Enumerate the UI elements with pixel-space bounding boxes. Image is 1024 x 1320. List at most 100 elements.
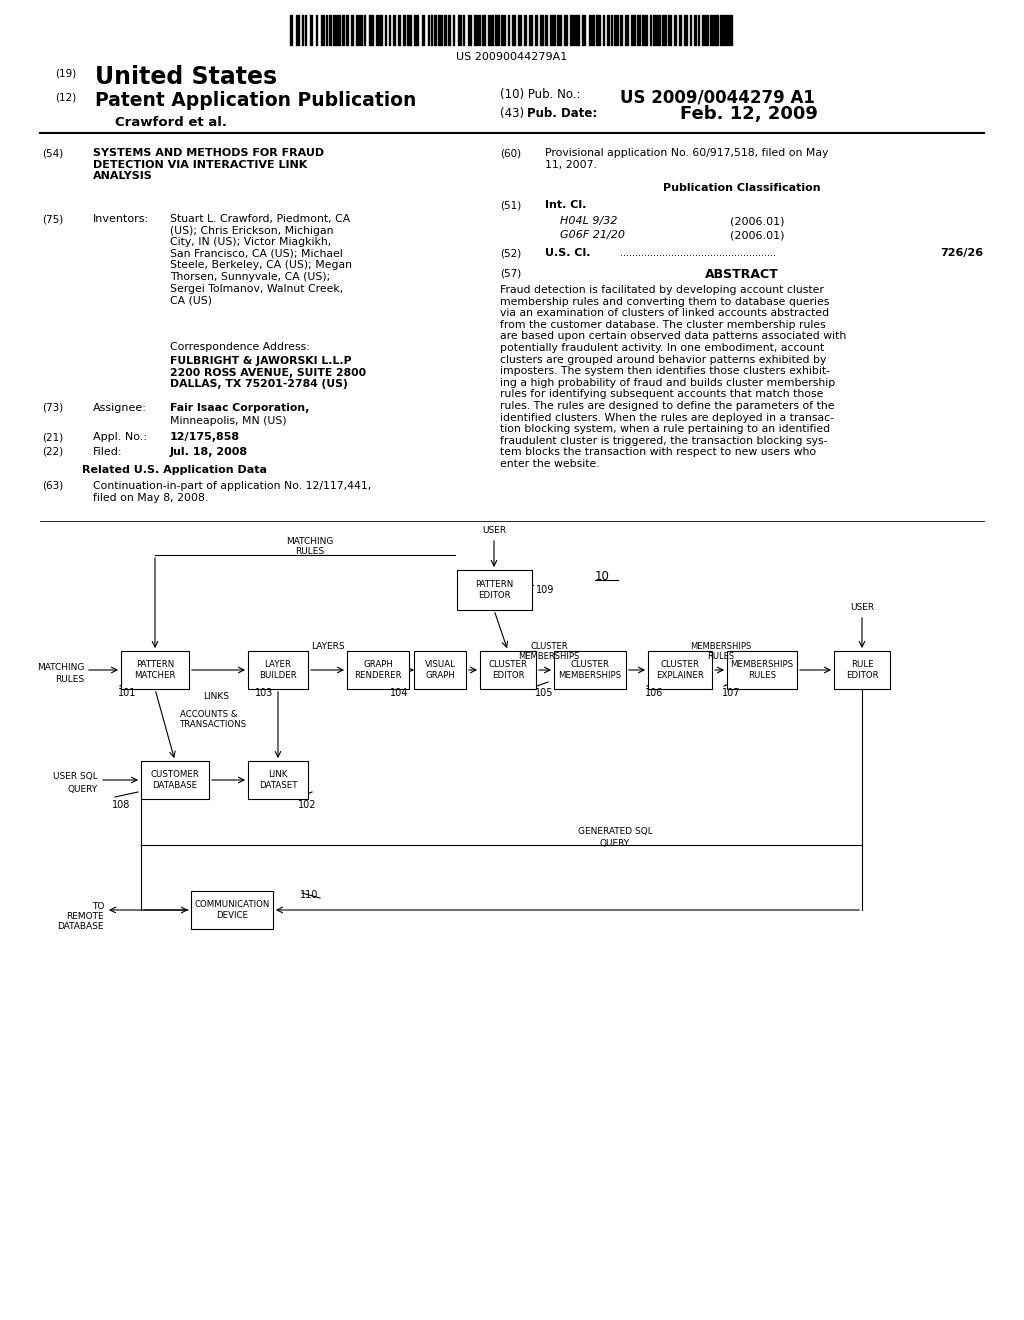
- Text: MEMBERSHIPS
RULES: MEMBERSHIPS RULES: [690, 642, 752, 661]
- Text: (57): (57): [500, 268, 521, 279]
- Text: 106: 106: [645, 688, 664, 698]
- Text: DATABASE: DATABASE: [57, 921, 104, 931]
- Text: CLUSTER
MEMBERSHIPS: CLUSTER MEMBERSHIPS: [558, 660, 622, 680]
- Text: TO: TO: [91, 902, 104, 911]
- Text: Filed:: Filed:: [93, 447, 123, 457]
- Text: MATCHING: MATCHING: [287, 537, 334, 546]
- Text: RULES: RULES: [296, 546, 325, 556]
- Text: REMOTE: REMOTE: [67, 912, 104, 921]
- Text: (51): (51): [500, 201, 521, 210]
- Text: ABSTRACT: ABSTRACT: [706, 268, 779, 281]
- Text: SYSTEMS AND METHODS FOR FRAUD
DETECTION VIA INTERACTIVE LINK
ANALYSIS: SYSTEMS AND METHODS FOR FRAUD DETECTION …: [93, 148, 325, 181]
- FancyBboxPatch shape: [554, 651, 626, 689]
- Text: RULE
EDITOR: RULE EDITOR: [846, 660, 879, 680]
- Text: MATCHING: MATCHING: [37, 663, 84, 672]
- Text: Int. Cl.: Int. Cl.: [545, 201, 587, 210]
- FancyBboxPatch shape: [727, 651, 797, 689]
- Text: Assignee:: Assignee:: [93, 403, 146, 413]
- Text: CLUSTER
EDITOR: CLUSTER EDITOR: [488, 660, 527, 680]
- Text: Related U.S. Application Data: Related U.S. Application Data: [83, 465, 267, 475]
- Text: 110: 110: [300, 890, 318, 900]
- FancyBboxPatch shape: [141, 762, 209, 799]
- Text: Jul. 18, 2008: Jul. 18, 2008: [170, 447, 248, 457]
- Text: (10) Pub. No.:: (10) Pub. No.:: [500, 88, 585, 102]
- Text: RULES: RULES: [55, 675, 84, 684]
- Text: 10: 10: [595, 570, 610, 583]
- Text: 101: 101: [118, 688, 136, 698]
- Text: (75): (75): [42, 214, 63, 224]
- Text: LINKS: LINKS: [203, 692, 229, 701]
- Text: (43): (43): [500, 107, 528, 120]
- Text: 102: 102: [298, 800, 316, 810]
- FancyBboxPatch shape: [121, 651, 189, 689]
- Text: GRAPH
RENDERER: GRAPH RENDERER: [354, 660, 401, 680]
- Text: (22): (22): [42, 447, 63, 457]
- Text: (2006.01): (2006.01): [730, 216, 784, 226]
- Text: Minneapolis, MN (US): Minneapolis, MN (US): [170, 416, 287, 426]
- FancyBboxPatch shape: [191, 891, 273, 929]
- Text: Fraud detection is facilitated by developing account cluster
membership rules an: Fraud detection is facilitated by develo…: [500, 285, 846, 469]
- Text: U.S. Cl.: U.S. Cl.: [545, 248, 591, 257]
- Text: Feb. 12, 2009: Feb. 12, 2009: [680, 106, 818, 123]
- Text: (73): (73): [42, 403, 63, 413]
- Text: 108: 108: [112, 800, 130, 810]
- FancyBboxPatch shape: [248, 651, 308, 689]
- Text: MEMBERSHIPS
RULES: MEMBERSHIPS RULES: [730, 660, 794, 680]
- Text: Provisional application No. 60/917,518, filed on May
11, 2007.: Provisional application No. 60/917,518, …: [545, 148, 828, 169]
- Text: CLUSTER
EXPLAINER: CLUSTER EXPLAINER: [656, 660, 703, 680]
- Text: Correspondence Address:: Correspondence Address:: [170, 342, 310, 352]
- Text: 109: 109: [536, 585, 554, 595]
- Text: H04L 9/32: H04L 9/32: [560, 216, 617, 226]
- Text: CUSTOMER
DATABASE: CUSTOMER DATABASE: [151, 771, 200, 789]
- FancyBboxPatch shape: [480, 651, 536, 689]
- Text: G06F 21/20: G06F 21/20: [560, 230, 625, 240]
- Text: GENERATED SQL: GENERATED SQL: [578, 828, 652, 836]
- Text: 726/26: 726/26: [940, 248, 983, 257]
- Text: (12): (12): [55, 92, 76, 103]
- Text: (63): (63): [42, 480, 63, 491]
- Text: 103: 103: [255, 688, 273, 698]
- Text: LAYERS: LAYERS: [311, 642, 345, 651]
- Text: Crawford et al.: Crawford et al.: [115, 116, 227, 129]
- Text: 107: 107: [722, 688, 740, 698]
- Text: PATTERN
MATCHER: PATTERN MATCHER: [134, 660, 176, 680]
- Text: United States: United States: [95, 65, 278, 88]
- Text: Patent Application Publication: Patent Application Publication: [95, 91, 417, 110]
- Text: FULBRIGHT & JAWORSKI L.L.P
2200 ROSS AVENUE, SUITE 2800
DALLAS, TX 75201-2784 (U: FULBRIGHT & JAWORSKI L.L.P 2200 ROSS AVE…: [170, 356, 367, 389]
- Text: 12/175,858: 12/175,858: [170, 432, 240, 442]
- Text: Appl. No.:: Appl. No.:: [93, 432, 147, 442]
- Text: ACCOUNTS &
TRANSACTIONS: ACCOUNTS & TRANSACTIONS: [180, 710, 247, 730]
- Text: LINK
DATASET: LINK DATASET: [259, 771, 297, 789]
- Text: (19): (19): [55, 69, 76, 78]
- Text: (54): (54): [42, 148, 63, 158]
- FancyBboxPatch shape: [347, 651, 409, 689]
- Text: US 20090044279A1: US 20090044279A1: [457, 51, 567, 62]
- Text: Pub. Date:: Pub. Date:: [527, 107, 597, 120]
- Text: (52): (52): [500, 248, 521, 257]
- Text: Stuart L. Crawford, Piedmont, CA
(US); Chris Erickson, Michigan
City, IN (US); V: Stuart L. Crawford, Piedmont, CA (US); C…: [170, 214, 352, 305]
- Text: USER SQL: USER SQL: [53, 772, 98, 781]
- Text: USER: USER: [482, 525, 506, 535]
- Text: Fair Isaac Corporation,: Fair Isaac Corporation,: [170, 403, 309, 413]
- Text: 105: 105: [535, 688, 554, 698]
- Text: Publication Classification: Publication Classification: [664, 183, 821, 193]
- Text: QUERY: QUERY: [600, 840, 630, 847]
- Text: QUERY: QUERY: [68, 785, 98, 795]
- Text: LAYER
BUILDER: LAYER BUILDER: [259, 660, 297, 680]
- Text: (60): (60): [500, 148, 521, 158]
- Text: PATTERN
EDITOR: PATTERN EDITOR: [475, 581, 513, 599]
- FancyBboxPatch shape: [457, 570, 531, 610]
- FancyBboxPatch shape: [414, 651, 466, 689]
- Text: 104: 104: [390, 688, 409, 698]
- FancyBboxPatch shape: [248, 762, 308, 799]
- FancyBboxPatch shape: [648, 651, 712, 689]
- Text: (2006.01): (2006.01): [730, 230, 784, 240]
- Text: VISUAL
GRAPH: VISUAL GRAPH: [425, 660, 456, 680]
- Text: Inventors:: Inventors:: [93, 214, 150, 224]
- Text: (21): (21): [42, 432, 63, 442]
- Text: USER: USER: [850, 603, 874, 612]
- Text: COMMUNICATION
DEVICE: COMMUNICATION DEVICE: [195, 900, 269, 920]
- Text: US 2009/0044279 A1: US 2009/0044279 A1: [620, 88, 815, 106]
- Text: Continuation-in-part of application No. 12/117,441,
filed on May 8, 2008.: Continuation-in-part of application No. …: [93, 480, 372, 503]
- FancyBboxPatch shape: [834, 651, 890, 689]
